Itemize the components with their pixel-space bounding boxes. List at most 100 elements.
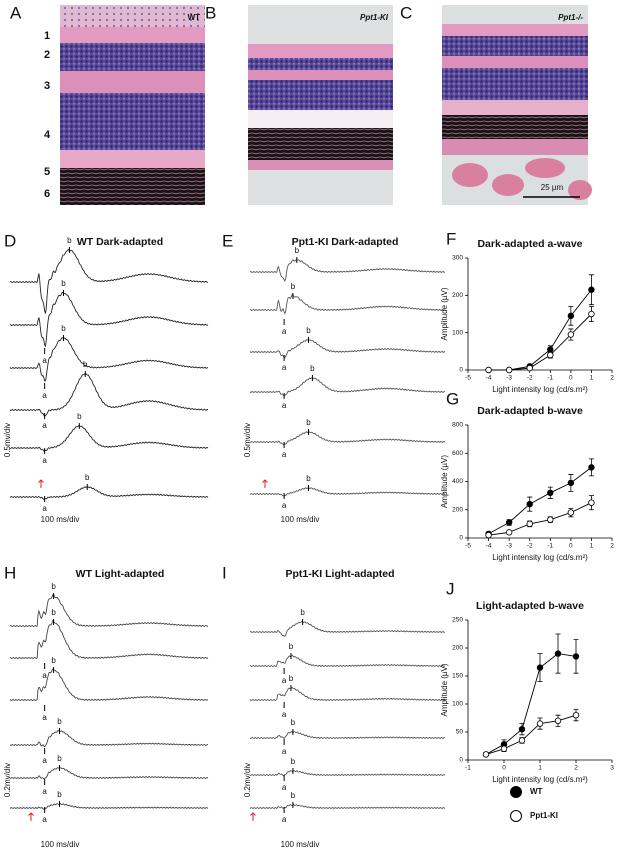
erg-trace [9,619,209,660]
series-line [488,502,592,536]
legend-label: WT [530,787,543,796]
time-scale: 100 ms/div [281,840,320,849]
a-wave-label: a [282,710,287,719]
b-wave-label: b [57,790,62,799]
erg-trace [249,486,446,497]
a-wave-label: a [42,713,47,722]
panel-title: Ppt1-KI Dark-adapted [292,236,399,248]
b-wave-label: b [83,360,88,369]
data-point [485,531,492,539]
scale-bar-label: 25 µm [541,183,564,192]
histology-image [248,5,393,205]
panel-label: A [10,3,22,22]
erg-trace [9,373,209,417]
legend-marker [510,810,522,822]
data-point [567,331,575,338]
erg-trace [9,425,209,452]
y-tick-label: 100 [452,329,463,336]
data-point [547,351,554,359]
a-wave-label: a [42,756,47,765]
panel-label: F [446,229,456,248]
data-point [567,479,575,487]
histology-image [60,5,205,205]
erg-trace [9,248,209,314]
a-wave-label: a [42,671,47,680]
a-wave-label: a [282,783,287,792]
b-wave-label: b [295,246,300,255]
y-axis-label: Amplitude (µV) [440,287,449,340]
data-point [505,519,513,526]
data-point [518,737,526,744]
b-wave-label: b [291,282,296,291]
panel-label: J [446,579,455,598]
data-point [547,489,554,496]
b-wave-label: b [61,279,66,288]
layer-label: 4 [44,129,51,141]
y-tick-label: 200 [452,645,463,652]
x-tick-label: 3 [610,765,614,772]
data-point [588,286,595,293]
layer-label: 2 [44,49,50,61]
b-wave-label: b [291,757,296,766]
x-tick-label: 2 [610,543,614,550]
erg-trace [249,376,446,397]
x-tick-label: 0 [502,765,506,772]
panel-label: I [222,563,227,582]
erg-trace [249,804,446,810]
x-tick-label: -4 [486,543,492,550]
data-point [588,499,595,506]
y-tick-label: 200 [452,292,463,299]
a-wave-label: a [282,501,287,510]
x-tick-label: -3 [506,543,512,550]
x-axis-label: Light intensity log (cd/s.m²) [492,385,588,394]
data-point [536,720,544,727]
y-tick-label: 0 [459,757,463,764]
erg-trace [9,337,209,382]
b-wave-label: b [57,754,62,763]
data-point [505,366,513,374]
x-tick-label: -5 [465,543,471,550]
panel-label: B [205,3,216,22]
x-tick-label: -4 [486,375,492,382]
x-tick-label: 1 [590,543,594,550]
data-point [505,529,513,536]
time-scale: 100 ms/div [41,840,80,849]
series-line [485,653,577,755]
erg-trace [249,339,446,359]
y-axis-label: Amplitude (µV) [440,663,449,716]
data-point [547,516,554,523]
data-point [572,653,580,660]
y-tick-label: 150 [452,673,463,680]
x-tick-label: 2 [574,765,578,772]
y-tick-label: 600 [452,450,463,457]
legend-label: Ppt1-KI [530,811,558,820]
erg-trace [249,259,446,282]
x-tick-label: -1 [547,543,553,550]
voltage-scale: 0.5mv/div [243,423,252,457]
a-wave-label: a [42,815,47,824]
layer-label: 5 [44,166,50,178]
y-axis-label: Amplitude (µV) [440,455,449,508]
x-tick-label: 2 [610,375,614,382]
data-point [482,751,490,758]
b-wave-label: b [51,656,56,665]
y-tick-label: 400 [452,478,463,485]
a-wave-label: a [282,747,287,756]
panel-label: E [222,231,233,250]
data-point [572,712,580,719]
erg-trace [249,620,446,638]
time-scale: 100 ms/div [281,515,320,524]
a-wave-label: a [282,676,287,685]
x-axis-label: Light intensity log (cd/s.m²) [492,553,588,562]
erg-trace [9,594,209,628]
genotype-label: Ppt1-/- [558,13,583,22]
a-wave-label: a [42,504,47,513]
x-tick-label: 0 [569,375,573,382]
voltage-scale: 0.2mv/div [3,763,12,797]
erg-trace [9,291,209,348]
erg-trace [249,431,446,446]
legend-marker [510,786,522,798]
data-point [554,717,562,724]
data-point [554,650,562,657]
y-tick-label: 0 [459,367,463,374]
